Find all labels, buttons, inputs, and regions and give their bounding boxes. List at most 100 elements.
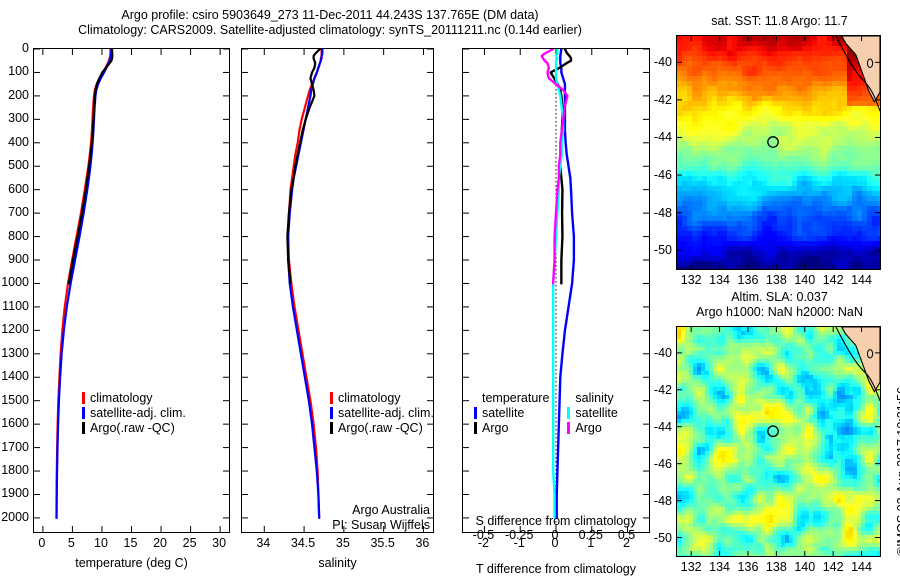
copyright-text: ©IMOS 03-Aug-2017 10:31:56: [895, 386, 900, 556]
sla-map-image: [677, 327, 880, 556]
legend-color-swatch: [474, 421, 477, 434]
sst-map-lat-tick-label: -40: [653, 55, 672, 70]
depth-tick-label: 200: [8, 87, 29, 102]
legend-group-title: salinity: [575, 390, 614, 405]
depth-tick-label: 700: [8, 205, 29, 220]
sla-map-title: Altim. SLA: 0.037 Argo h1000: NaN h2000:…: [672, 290, 887, 320]
sla-map-lon-tick-label: 134: [709, 560, 731, 574]
depth-tick-label: 1000: [1, 275, 29, 290]
sla-map-lat-tick-label: -40: [653, 345, 672, 360]
temperature-tick-label: 20: [153, 536, 167, 550]
depth-tick-label: 1300: [1, 345, 29, 360]
sst-map-lon-tick-label: 136: [737, 273, 759, 287]
argo-australia-annotation: Argo Australia PI: Susan Wijffels: [320, 503, 430, 533]
sst-map-lat-tick-label: -42: [653, 92, 672, 107]
salinity-tick-label: 35: [335, 536, 350, 550]
legend-label: Argo: [575, 420, 602, 435]
legend-color-swatch: [330, 406, 333, 419]
legend-label: Argo(.raw -QC): [90, 420, 175, 435]
sla-map-lat-tick-label: -42: [653, 382, 672, 397]
sla-map-title-line1: Altim. SLA: 0.037: [731, 290, 828, 304]
sla-map-lon-tick-label: 142: [822, 560, 844, 574]
temperature-tick-label: 10: [94, 536, 108, 550]
t-difference-tick-label: 2: [623, 536, 631, 550]
depth-tick-label: 300: [8, 111, 29, 126]
difference-profile-panel: [462, 48, 650, 533]
temperature-tick-label: 15: [123, 536, 138, 550]
figure-title: Argo profile: csiro 5903649_273 11-Dec-2…: [20, 8, 640, 38]
salinity-axis-label: salinity: [318, 556, 357, 570]
temperature-legend: climatology satellite-adj. clim. Argo(.raw…: [82, 390, 186, 435]
salinity-legend-row: Argo(.raw -QC): [330, 420, 434, 435]
depth-tick-label: 900: [8, 252, 29, 267]
t-difference-tick-label: -1: [513, 536, 525, 550]
s-difference-tick-label: -0.5: [472, 528, 495, 542]
t-difference-axis-label: T difference from climatology: [475, 562, 637, 576]
difference-legend-row: satellite: [474, 405, 549, 420]
legend-label: satellite: [575, 405, 618, 420]
depth-tick-label: 1100: [2, 298, 29, 313]
legend-color-swatch: [474, 406, 477, 419]
sla-map-lon-tick-label: 138: [765, 560, 787, 574]
sla-map-lon-tick-label: 140: [794, 560, 816, 574]
difference-legend-groups: temperature satellite Argo salinity satellit…: [474, 390, 618, 435]
depth-tick-label: 1900: [1, 486, 29, 501]
legend-group-title: temperature: [482, 390, 550, 405]
legend-color-swatch: [567, 406, 571, 419]
depth-tick-label: 1200: [1, 322, 29, 337]
temperature-tick-label: 0: [38, 536, 46, 550]
difference-profile-plot: [463, 49, 649, 532]
s-difference-tick-label: 0: [551, 528, 559, 542]
difference-legend: temperature satellite Argo salinity satellit…: [474, 390, 618, 435]
salinity-tick-label: 34: [256, 536, 271, 550]
difference-legend-row: Argo: [474, 420, 549, 435]
figure-title-line2: Climatology: CARS2009. Satellite-adjuste…: [78, 23, 582, 37]
depth-tick-label: 600: [8, 181, 29, 196]
depth-tick-label: 1700: [1, 439, 29, 454]
s-difference-tick-label: 0.25: [578, 528, 603, 542]
sst-map-lon-tick-label: 138: [765, 273, 787, 287]
s-difference-tick-label: 0.5: [617, 528, 636, 542]
difference-legend-row: Argo: [567, 420, 617, 435]
sla-map-lon-tick-label: 132: [680, 560, 702, 574]
temperature-legend-row: climatology: [82, 390, 186, 405]
t-difference-tick-label: -2: [477, 536, 490, 550]
legend-label: Argo: [482, 420, 509, 435]
temperature-tick-label: 30: [212, 536, 227, 550]
difference-legend-group: temperature satellite Argo: [474, 390, 549, 435]
sst-map-image: [677, 36, 880, 269]
legend-label: satellite: [482, 405, 525, 420]
sla-map-lat-tick-label: -50: [653, 530, 672, 545]
legend-color-swatch: [567, 421, 571, 434]
salinity-tick-label: 35.5: [370, 536, 395, 550]
depth-tick-label: 1400: [1, 369, 29, 384]
s-difference-axis-label: S difference from climatology: [475, 514, 637, 528]
depth-tick-label: 0: [22, 41, 29, 55]
sst-map[interactable]: [676, 35, 881, 270]
legend-label: climatology: [90, 390, 153, 405]
legend-label: satellite-adj. clim.: [338, 405, 434, 420]
temperature-tick-label: 25: [182, 536, 197, 550]
legend-color-swatch: [330, 391, 333, 404]
temperature-legend-row: satellite-adj. clim.: [82, 405, 186, 420]
sst-map-lon-tick-label: 144: [851, 273, 872, 287]
sla-map-lat-tick-label: -48: [653, 493, 672, 508]
depth-tick-label: 800: [8, 228, 29, 243]
sla-map-lon-tick-label: 144: [851, 560, 872, 574]
sla-map-title-line2: Argo h1000: NaN h2000: NaN: [696, 305, 863, 319]
sst-map-lat-tick-label: -50: [653, 243, 672, 258]
difference-legend-group: salinity satellite Argo: [567, 390, 618, 435]
salinity-profile-panel: [241, 48, 434, 533]
depth-tick-label: 2000: [1, 509, 29, 524]
temperature-profile-panel: [33, 48, 230, 533]
sla-map-lat-tick-label: -46: [653, 456, 672, 471]
legend-label: climatology: [338, 390, 401, 405]
salinity-legend-row: climatology: [330, 390, 434, 405]
salinity-profile-plot: [242, 49, 433, 532]
salinity-tick-label: 34.5: [290, 536, 316, 550]
figure-title-line1: Argo profile: csiro 5903649_273 11-Dec-2…: [121, 8, 539, 22]
depth-tick-label: 500: [8, 158, 29, 173]
sla-map[interactable]: [676, 326, 881, 557]
salinity-tick-label: 36: [415, 536, 430, 550]
